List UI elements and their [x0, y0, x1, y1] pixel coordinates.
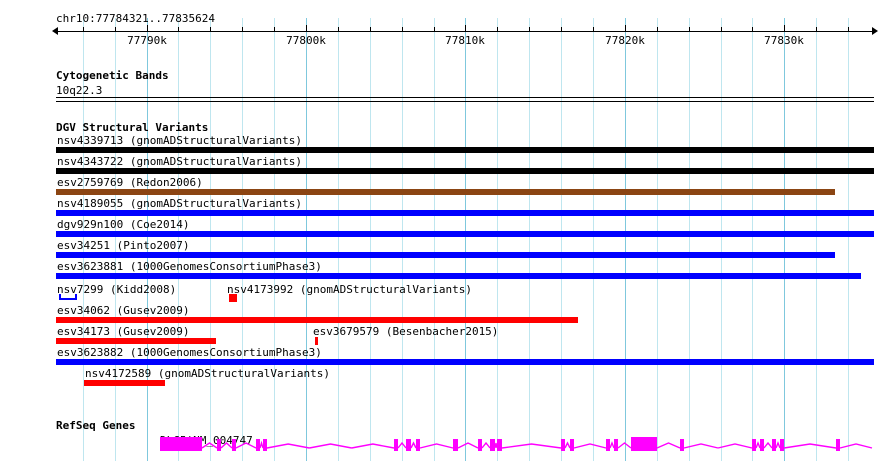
gridline-minor	[242, 18, 243, 461]
ruler-tick-major	[147, 25, 148, 32]
ruler-tick-minor	[848, 27, 849, 32]
ruler-tick-minor	[657, 27, 658, 32]
ruler-tick-minor	[752, 27, 753, 32]
ruler-tick-label: 77800k	[286, 34, 326, 47]
variant-feature-bar[interactable]	[56, 252, 835, 258]
gridline-minor	[115, 18, 116, 461]
section-title-cytogenetic-bands: Cytogenetic Bands	[56, 69, 169, 82]
gridline-minor	[402, 18, 403, 461]
variant-feature-bar[interactable]	[56, 210, 874, 216]
ruler-tick-major	[306, 25, 307, 32]
section-title-refseq-genes: RefSeq Genes	[56, 419, 136, 432]
gridline-major	[784, 18, 785, 461]
variant-label[interactable]: nsv7299 (Kidd2008)	[57, 283, 177, 296]
ruler-tick-minor	[242, 27, 243, 32]
variant-feature-bar[interactable]	[56, 338, 216, 344]
gridline-major	[465, 18, 466, 461]
variant-label[interactable]: nsv4343722 (gnomADStructuralVariants)	[57, 155, 303, 168]
ruler-tick-minor	[721, 27, 722, 32]
ruler-tick-minor	[115, 27, 116, 32]
gridline-minor	[529, 18, 530, 461]
variant-label[interactable]: esv3623881 (1000GenomesConsortiumPhase3)	[57, 260, 322, 273]
ruler-tick-label: 77790k	[127, 34, 167, 47]
ruler-tick-minor	[689, 27, 690, 32]
variant-label[interactable]: esv34173 (Gusev2009)	[57, 325, 190, 338]
arrow-left-icon[interactable]	[52, 27, 58, 35]
arrow-right-icon[interactable]	[872, 27, 878, 35]
variant-feature-bar[interactable]	[56, 273, 861, 279]
ruler-tick-minor	[338, 27, 339, 32]
section-title-dgv-structural-variants: DGV Structural Variants	[56, 121, 209, 134]
gridline-minor	[816, 18, 817, 461]
ruler-tick-minor	[593, 27, 594, 32]
ruler-tick-major	[625, 25, 626, 32]
ruler-tick-minor	[497, 27, 498, 32]
cytoband-rule-top	[56, 97, 874, 98]
gridline-minor	[370, 18, 371, 461]
ruler-tick-minor	[274, 27, 275, 32]
variant-feature-bar[interactable]	[56, 147, 874, 153]
variant-feature-bar[interactable]	[56, 189, 835, 195]
variant-label[interactable]: nsv4172589 (gnomADStructuralVariants)	[85, 367, 331, 380]
variant-feature-bar[interactable]	[315, 337, 318, 345]
ruler-tick-minor	[83, 27, 84, 32]
gridline-minor	[83, 18, 84, 461]
ruler-tick-major	[465, 25, 466, 32]
gridline-minor	[274, 18, 275, 461]
variant-label[interactable]: dgv929n100 (Coe2014)	[57, 218, 190, 231]
ruler-tick-minor	[370, 27, 371, 32]
variant-feature-bar[interactable]	[56, 231, 874, 237]
gridline-minor	[752, 18, 753, 461]
ruler-tick-label: 77810k	[445, 34, 485, 47]
ruler-tick-minor	[178, 27, 179, 32]
gridline-minor	[593, 18, 594, 461]
variant-label[interactable]: esv34062 (Gusev2009)	[57, 304, 190, 317]
variant-label[interactable]: nsv4339713 (gnomADStructuralVariants)	[57, 134, 303, 147]
variant-feature-bar[interactable]	[56, 168, 874, 174]
gridline-major	[625, 18, 626, 461]
gridline-minor	[561, 18, 562, 461]
variant-feature-bar[interactable]	[59, 294, 77, 300]
gridline-minor	[497, 18, 498, 461]
ruler-tick-minor	[816, 27, 817, 32]
ruler-tick-minor	[210, 27, 211, 32]
ruler-tick-label: 77820k	[605, 34, 645, 47]
gridline-minor	[338, 18, 339, 461]
gridline-major	[306, 18, 307, 461]
gridline-minor	[434, 18, 435, 461]
gridline-minor	[657, 18, 658, 461]
variant-label[interactable]: esv2759769 (Redon2006)	[57, 176, 203, 189]
gridline-minor	[848, 18, 849, 461]
variant-label[interactable]: nsv4189055 (gnomADStructuralVariants)	[57, 197, 303, 210]
ruler-tick-minor	[561, 27, 562, 32]
ruler-tick-minor	[434, 27, 435, 32]
ruler-tick-major	[784, 25, 785, 32]
variant-label[interactable]: esv34251 (Pinto2007)	[57, 239, 190, 252]
ruler-tick-minor	[402, 27, 403, 32]
variant-label[interactable]: esv3623882 (1000GenomesConsortiumPhase3)	[57, 346, 322, 359]
ruler-tick-label: 77830k	[764, 34, 804, 47]
variant-feature-bar[interactable]	[229, 294, 237, 302]
cytoband-rule-bottom	[56, 101, 874, 102]
locus-coordinate-label: chr10:77784321..77835624	[56, 12, 215, 25]
variant-feature-bar[interactable]	[56, 359, 874, 365]
gridline-major	[147, 18, 148, 461]
gridline-minor	[721, 18, 722, 461]
gridline-minor	[178, 18, 179, 461]
ruler-tick-minor	[529, 27, 530, 32]
variant-feature-bar[interactable]	[84, 380, 165, 386]
gridline-minor	[210, 18, 211, 461]
variant-label[interactable]: esv3679579 (Besenbacher2015)	[313, 325, 499, 338]
gridline-minor	[689, 18, 690, 461]
cytoband-label: 10q22.3	[56, 84, 103, 97]
variant-feature-bar[interactable]	[56, 317, 578, 323]
variant-label[interactable]: nsv4173992 (gnomADStructuralVariants)	[227, 283, 473, 296]
